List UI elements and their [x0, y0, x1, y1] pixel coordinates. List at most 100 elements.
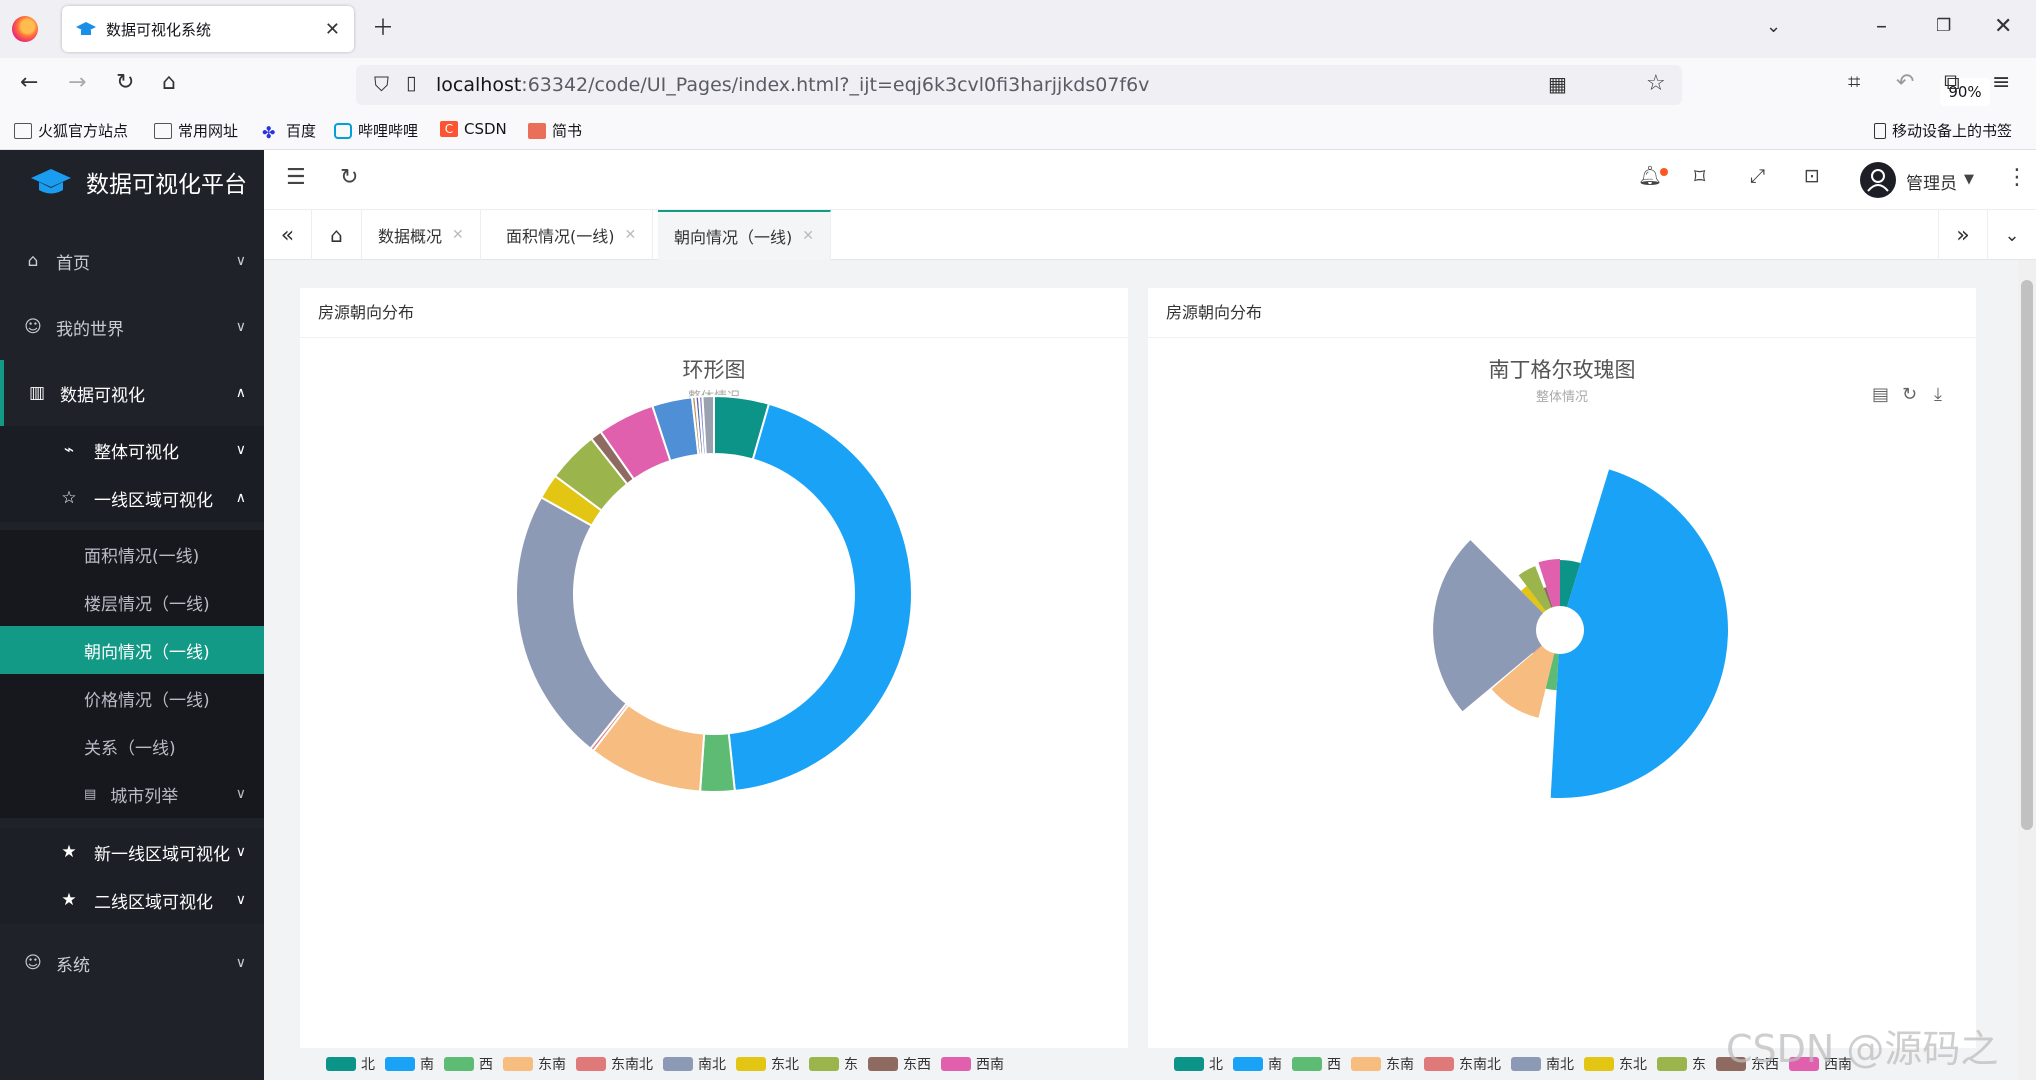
- donut-slice[interactable]: [515, 495, 629, 751]
- bookmark-item[interactable]: 简书: [528, 120, 582, 141]
- legend-item[interactable]: 东西: [1716, 1054, 1779, 1074]
- qr-code-icon[interactable]: ▦: [1548, 72, 1567, 96]
- rose-slice[interactable]: [1538, 559, 1560, 608]
- sidebar-item-price[interactable]: 价格情况（一线): [0, 674, 264, 722]
- shield-icon[interactable]: ⛉: [374, 72, 389, 96]
- rose-slice[interactable]: [1543, 587, 1553, 608]
- tab-area[interactable]: 面积情况(一线) ✕: [490, 210, 654, 260]
- forward-icon[interactable]: →: [68, 70, 87, 95]
- refresh-icon[interactable]: ↻: [340, 165, 359, 190]
- screenshot-icon[interactable]: ⌗: [1848, 70, 1861, 95]
- legend-item[interactable]: 南北: [1511, 1054, 1574, 1074]
- menu-my-world[interactable]: ☺ 我的世界 ∨: [24, 317, 246, 340]
- legend-item[interactable]: 东南北: [576, 1054, 653, 1074]
- rose-slice[interactable]: [1433, 540, 1544, 712]
- home-icon[interactable]: ⌂: [162, 70, 176, 95]
- menu-icon[interactable]: ≡: [1992, 70, 2011, 95]
- home-tab-icon[interactable]: ⌂: [312, 210, 362, 260]
- legend-item[interactable]: 东西: [868, 1054, 931, 1074]
- bookmark-item[interactable]: 哔哩哔哩: [334, 120, 418, 141]
- close-window-icon[interactable]: ✕: [1994, 14, 2013, 39]
- scrollbar-thumb[interactable]: [2021, 280, 2033, 830]
- rose-slice[interactable]: [1545, 653, 1559, 691]
- reload-icon[interactable]: ↻: [116, 70, 135, 95]
- legend-item[interactable]: 南: [385, 1054, 434, 1074]
- menu-home[interactable]: ⌂ 首页 ∨: [0, 228, 264, 294]
- menu-system[interactable]: ☺ 系统 ∨: [24, 953, 246, 976]
- back-icon[interactable]: ←: [20, 70, 39, 95]
- legend-item[interactable]: 南: [1233, 1054, 1282, 1074]
- more-vertical-icon[interactable]: ⋮: [2006, 165, 2028, 190]
- lock-icon[interactable]: ⊡: [1804, 165, 1820, 187]
- sidebar-item-orientation[interactable]: 朝向情况（一线): [0, 626, 264, 674]
- sidebar-item-floor[interactable]: 楼层情况（一线): [0, 578, 264, 626]
- bell-icon[interactable]: 🔔︎: [1638, 165, 1663, 187]
- scroll-left-icon[interactable]: «: [264, 210, 312, 260]
- url-bar[interactable]: ⛉ ▯ localhost:63342/code/UI_Pages/index.…: [356, 65, 1990, 106]
- browser-tab[interactable]: 数据可视化系统 ✕: [62, 6, 354, 52]
- legend-item[interactable]: 东: [1657, 1054, 1706, 1074]
- restore-icon[interactable]: ❐: [1936, 16, 1952, 36]
- tab-overview[interactable]: 数据概况 ✕: [362, 210, 481, 260]
- firefox-icon[interactable]: [12, 16, 38, 42]
- caret-down-icon[interactable]: ▼: [1964, 172, 1974, 187]
- legend-item[interactable]: 北: [1174, 1054, 1223, 1074]
- tab-orientation[interactable]: 朝向情况（一线) ✕: [658, 210, 831, 260]
- rose-slice[interactable]: [1550, 469, 1728, 798]
- admin-name[interactable]: 管理员: [1906, 174, 1957, 194]
- download-icon[interactable]: ⤓: [1934, 384, 1942, 405]
- extensions-icon[interactable]: ⧉: [1944, 70, 1960, 95]
- collapse-menu-icon[interactable]: ☰: [286, 165, 306, 190]
- fullscreen-icon[interactable]: ⤢: [1750, 165, 1766, 187]
- bookmark-star-icon[interactable]: ☆: [1646, 71, 1666, 96]
- close-icon[interactable]: ✕: [802, 228, 814, 244]
- zoom-level[interactable]: 90%: [1940, 78, 1990, 106]
- avatar[interactable]: [1860, 162, 1896, 198]
- mobile-bookmarks[interactable]: 移动设备上的书签: [1874, 120, 2012, 141]
- legend-item[interactable]: 西: [444, 1054, 493, 1074]
- close-icon[interactable]: ✕: [452, 227, 464, 243]
- data-view-icon[interactable]: ▤: [1872, 384, 1890, 405]
- brand[interactable]: 数据可视化平台: [0, 150, 264, 214]
- legend-item[interactable]: 西南: [1789, 1054, 1852, 1074]
- bookmark-item[interactable]: C CSDN: [440, 120, 507, 138]
- rose-slice[interactable]: [1521, 586, 1546, 614]
- sidebar-item-area[interactable]: 面积情况(一线): [0, 530, 264, 578]
- scroll-right-icon[interactable]: »: [1938, 210, 1988, 260]
- legend-item[interactable]: 东南: [1351, 1054, 1414, 1074]
- legend-item[interactable]: 东南: [503, 1054, 566, 1074]
- donut-slice[interactable]: [699, 732, 736, 793]
- donut-slice[interactable]: [701, 394, 715, 456]
- submenu-tier2[interactable]: ★ 二线区域可视化 ∨: [0, 876, 264, 924]
- tabs-menu-icon[interactable]: ⌄: [2004, 224, 2020, 246]
- rose-chart[interactable]: [1148, 388, 1976, 948]
- legend-item[interactable]: 西南: [941, 1054, 1004, 1074]
- bookmark-item[interactable]: 常用网址: [154, 120, 238, 141]
- legend-item[interactable]: 东南北: [1424, 1054, 1501, 1074]
- close-icon[interactable]: ✕: [624, 227, 637, 243]
- rose-slice[interactable]: [1560, 559, 1581, 608]
- legend-item[interactable]: 西: [1292, 1054, 1341, 1074]
- tag-icon[interactable]: ⌑: [1694, 165, 1706, 190]
- minimize-icon[interactable]: –: [1876, 14, 1887, 39]
- list-tabs-icon[interactable]: ⌄: [1766, 16, 1782, 37]
- new-tab-icon[interactable]: ＋: [372, 16, 395, 41]
- legend-item[interactable]: 北: [326, 1054, 375, 1074]
- donut-slice[interactable]: [727, 402, 913, 793]
- rose-slice[interactable]: [1518, 566, 1552, 611]
- rose-slice[interactable]: [1532, 645, 1542, 654]
- legend-item[interactable]: 东: [809, 1054, 858, 1074]
- restore-chart-icon[interactable]: ↻: [1902, 384, 1918, 405]
- submenu-overall-vis[interactable]: ⌁ 整体可视化 ∨: [0, 426, 264, 474]
- sidebar-item-relation[interactable]: 关系（一线): [0, 722, 264, 770]
- donut-chart[interactable]: [300, 388, 1128, 948]
- undo-icon[interactable]: ↶: [1896, 70, 1915, 95]
- close-tab-icon[interactable]: ✕: [324, 18, 340, 40]
- bookmark-item[interactable]: ✤ 百度: [262, 122, 317, 142]
- legend-item[interactable]: 东北: [736, 1054, 799, 1074]
- bookmark-item[interactable]: 火狐官方站点: [14, 120, 128, 141]
- menu-data-vis[interactable]: ▥ 数据可视化 ∧: [0, 360, 264, 426]
- submenu-new-tier1[interactable]: ★ 新一线区域可视化 ∨: [0, 828, 264, 876]
- legend-item[interactable]: 南北: [663, 1054, 726, 1074]
- submenu-tier1-vis[interactable]: ☆ 一线区域可视化 ∧: [0, 474, 264, 522]
